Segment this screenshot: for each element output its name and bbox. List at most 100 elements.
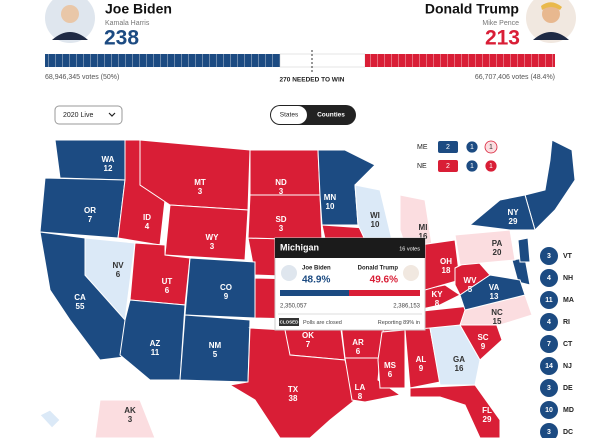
small-state-dot — [540, 357, 558, 375]
state-abbr: KY — [431, 290, 443, 299]
split-state: NE — [417, 163, 427, 170]
running-mate: Mike Pence — [482, 20, 519, 27]
small-state-votes: 4 — [547, 275, 551, 282]
district-votes: 1 — [470, 163, 474, 170]
small-state-abbr: CT — [563, 341, 573, 348]
district-votes: 2 — [446, 144, 450, 151]
popup-bar-right — [349, 290, 420, 296]
popup-header — [275, 238, 425, 258]
popular-votes: 66,707,406 votes (48.4%) — [475, 74, 555, 81]
split-states: ME 2 1 1 NE 2 1 1 — [417, 140, 498, 173]
us-map — [39, 139, 576, 439]
stripe — [48, 54, 49, 67]
popup-votes: 16 votes — [399, 246, 420, 252]
tally-bar-right — [365, 54, 555, 67]
toggle-label: States — [280, 112, 299, 119]
toggle-label: Counties — [317, 112, 345, 119]
toggle-states[interactable] — [271, 106, 307, 124]
stripe — [272, 54, 273, 67]
stripe — [111, 54, 112, 67]
state-abbr: AR — [352, 338, 364, 347]
stripe — [426, 54, 427, 67]
stripe — [97, 54, 98, 67]
popup-state: Michigan — [280, 242, 319, 252]
state-votes: 11 — [151, 348, 160, 357]
photo-hair — [541, 2, 562, 10]
state-abbr: MS — [384, 361, 397, 370]
state-abbr: NM — [209, 341, 222, 350]
split-state: ME — [417, 144, 428, 151]
small-state-votes: 4 — [547, 319, 551, 326]
state-votes: 16 — [455, 364, 464, 373]
district-votes: 1 — [470, 144, 474, 151]
state-shape — [429, 324, 481, 386]
state-votes: 6 — [116, 270, 121, 279]
small-state-votes: 3 — [547, 429, 551, 436]
small-state-dot — [540, 291, 558, 309]
state-votes: 10 — [371, 220, 380, 229]
small-state-abbr: VT — [563, 253, 573, 260]
state-abbr: OK — [302, 331, 314, 340]
stripe — [482, 54, 483, 67]
tally-bar-left — [45, 54, 280, 67]
stripe — [412, 54, 413, 67]
year-label: 2020 Live — [63, 112, 93, 119]
stripe — [475, 54, 476, 67]
stripe — [377, 54, 378, 67]
state-shape — [517, 237, 531, 263]
state-abbr: SC — [477, 333, 488, 342]
stripe — [188, 54, 189, 67]
small-state-abbr: MA — [563, 297, 574, 304]
stripe — [216, 54, 217, 67]
stripe — [489, 54, 490, 67]
state-shape — [54, 139, 126, 181]
popup-count: 2,350,057 — [280, 304, 307, 310]
small-state-votes: 7 — [547, 341, 551, 348]
state-abbr: WI — [370, 211, 380, 220]
stripe — [209, 54, 210, 67]
popup-count: 2,386,153 — [393, 304, 420, 310]
stripe — [510, 54, 511, 67]
state-abbr: AL — [416, 355, 427, 364]
popup-bar-left — [280, 290, 349, 296]
popup-photo — [403, 265, 419, 281]
stripe — [398, 54, 399, 67]
state-shape — [468, 194, 536, 231]
state-votes: 55 — [76, 302, 85, 311]
small-state-votes: 3 — [547, 253, 551, 260]
stripe — [552, 54, 553, 67]
district-dot — [465, 159, 479, 173]
stripe — [531, 54, 532, 67]
stripe — [230, 54, 231, 67]
small-state-dot — [540, 269, 558, 287]
electoral-votes: 213 — [485, 27, 520, 50]
state-votes: 18 — [442, 266, 451, 275]
state-votes: 3 — [128, 415, 133, 424]
stripe — [174, 54, 175, 67]
small-state-dot — [540, 247, 558, 265]
district-votes: 1 — [489, 144, 493, 151]
state-votes: 8 — [435, 299, 440, 308]
controls: 2020 Live States Counties — [54, 105, 356, 125]
state-votes: 29 — [509, 217, 518, 226]
year-dropdown[interactable] — [54, 105, 123, 125]
tally-bar-undecided — [279, 53, 366, 68]
district-box — [438, 160, 458, 172]
state-abbr: WA — [102, 155, 115, 164]
chevron — [108, 112, 116, 117]
district-votes: 2 — [446, 163, 450, 170]
stripe — [384, 54, 385, 67]
state-abbr: MT — [194, 178, 206, 187]
state-abbr: MI — [419, 223, 428, 232]
small-state-abbr: NH — [563, 275, 573, 282]
state-shape — [377, 329, 406, 389]
state-votes: 20 — [493, 248, 502, 257]
district-dot — [484, 140, 498, 154]
state-votes: 3 — [279, 224, 284, 233]
state-votes: 3 — [279, 187, 284, 196]
small-state-dot — [540, 423, 558, 441]
state-votes: 6 — [356, 347, 361, 356]
stripe — [69, 54, 70, 67]
small-state-abbr: MD — [563, 407, 574, 414]
popular-votes: 68,946,345 votes (50%) — [45, 74, 119, 81]
